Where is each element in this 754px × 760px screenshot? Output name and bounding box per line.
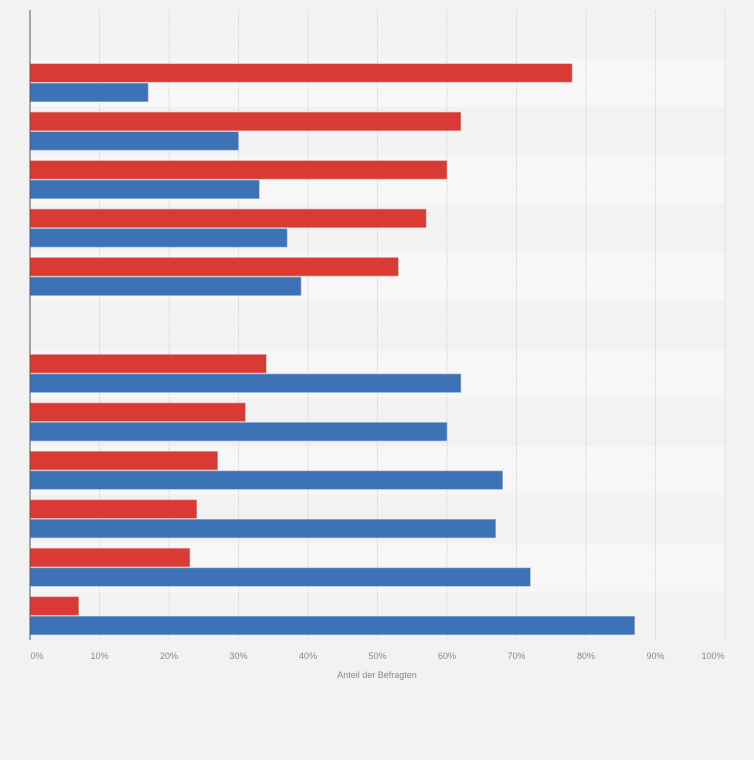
bar-red[interactable] xyxy=(29,596,79,616)
bar-red[interactable] xyxy=(29,160,448,180)
bar-blue[interactable] xyxy=(29,470,503,490)
bar-red[interactable] xyxy=(29,402,246,422)
x-tick-label: 30% xyxy=(229,651,247,661)
bar-blue[interactable] xyxy=(29,228,288,248)
bar-blue[interactable] xyxy=(29,519,496,539)
bar-red[interactable] xyxy=(29,257,399,277)
bar-blue[interactable] xyxy=(29,567,531,587)
x-tick-label: 40% xyxy=(299,651,317,661)
bar-red[interactable] xyxy=(29,208,427,228)
bar-red[interactable] xyxy=(29,111,462,131)
x-tick-labels: 0% 10% 20% 30% 40% 50% 60% 70% 80% 90% 100% xyxy=(30,651,724,661)
x-axis-title: Anteil der Befragten xyxy=(337,670,417,680)
bar-blue[interactable] xyxy=(29,373,462,393)
bar-blue[interactable] xyxy=(29,422,448,442)
bars xyxy=(29,63,635,636)
bar-red[interactable] xyxy=(29,63,573,83)
x-tick-label: 50% xyxy=(368,651,386,661)
bar-red[interactable] xyxy=(29,451,218,471)
bar-blue[interactable] xyxy=(29,131,239,151)
bar-blue[interactable] xyxy=(29,179,260,199)
x-tick-label: 100% xyxy=(701,651,724,661)
x-tick-label: 70% xyxy=(507,651,525,661)
bar-blue[interactable] xyxy=(29,615,635,636)
bar-red[interactable] xyxy=(29,354,267,374)
x-tick-label: 10% xyxy=(90,651,108,661)
x-tick-label: 20% xyxy=(160,651,178,661)
x-tick-label: 60% xyxy=(438,651,456,661)
x-tick-label: 0% xyxy=(30,651,43,661)
x-tick-label: 80% xyxy=(577,651,595,661)
x-tick-label: 90% xyxy=(646,651,664,661)
bar-blue[interactable] xyxy=(29,82,149,102)
bar-red[interactable] xyxy=(29,499,198,519)
bar-blue[interactable] xyxy=(29,276,302,296)
bar-red[interactable] xyxy=(29,548,191,568)
